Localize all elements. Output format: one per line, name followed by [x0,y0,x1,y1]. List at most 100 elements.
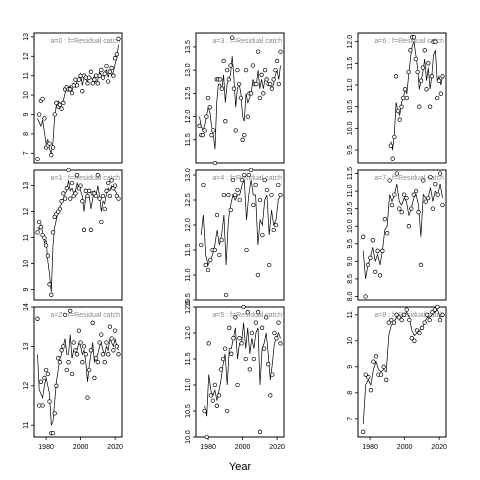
observed-point [209,132,214,138]
y-tick-label: 11 [23,421,30,428]
observed-point [47,282,52,287]
y-tick-label: 13 [23,182,30,190]
y-tick-label: 11.5 [185,133,192,146]
observed-point [37,219,42,225]
observed-point [45,253,50,258]
y-tick-label: 9 [23,112,30,116]
observed-point [69,180,75,186]
observed-point [266,362,271,367]
observed-point [240,137,245,142]
observed-point [216,393,222,398]
observed-point [255,310,261,315]
panel-a8: 7 8 9 10 11 1980 2000 2020 a=8 : f=Residual catc… [347,304,447,451]
observed-point [226,77,231,82]
x-tick-label: 2000 [235,444,251,451]
observed-point [371,359,376,364]
panel-grid: 7 8 9 10 11 12 13 a=0 : f=Residual catch 9 10 11 12… [23,32,447,451]
panel-a0: 7 8 9 10 11 12 13 a=0 : f=Residual catch [23,32,123,164]
panel-label: a=8 : f=Residual catch [374,312,444,319]
observed-point [402,87,408,92]
observed-point [408,48,413,53]
observed-point [62,196,68,201]
observed-point [230,177,236,183]
x-axis-label: Year [229,461,252,473]
observed-point [433,39,438,44]
observed-point [233,192,238,198]
observed-point [440,312,445,317]
observed-point [257,197,263,203]
observed-point [425,195,431,201]
observed-point [382,217,387,222]
observed-point [276,81,281,87]
observed-point [114,52,119,57]
observed-point [418,262,424,268]
observed-point [97,73,102,78]
fitted-line [200,179,281,267]
y-tick-label: 8.5 [347,274,354,284]
observed-point [394,312,399,317]
observed-point [54,100,59,106]
y-tick-label: 10.0 [347,219,354,233]
observed-point [387,178,392,183]
observed-point [268,393,273,398]
observed-point [268,81,273,87]
observed-point [100,352,106,357]
x-tick-label: 2000 [73,444,89,451]
observed-point [205,267,211,273]
observed-point [242,132,247,138]
y-tick-label: 10 [23,260,30,268]
observed-point [251,202,256,208]
y-tick-label: 7 [347,417,354,421]
observed-point [267,262,272,268]
observed-point [35,230,40,235]
observed-point [87,188,92,193]
observed-point [43,367,49,373]
observed-point [424,87,429,92]
observed-point [45,371,50,377]
observed-point [399,210,404,215]
observed-point [87,367,92,373]
observed-point [255,272,261,278]
observed-point [395,108,401,114]
fitted-line [37,180,119,293]
observed-point [100,75,106,80]
observed-point [62,312,68,318]
observed-point [99,332,104,337]
observed-point [202,408,207,414]
observed-point [249,91,254,96]
observed-point [92,375,97,381]
observed-point [394,171,399,176]
fitted-line [390,40,443,151]
observed-point [231,336,236,341]
y-tick-label: 8.0 [347,292,354,302]
observed-point [251,356,257,362]
y-tick-label: 12.5 [185,193,192,207]
observed-point [235,187,240,193]
observed-point [390,156,395,161]
panel-frame [357,32,447,164]
observed-point [57,102,63,107]
observed-point [73,191,78,196]
observed-point [211,128,216,133]
y-tick-label: 12 [23,382,30,390]
y-tick-label: 8 [23,132,30,136]
observed-point [399,317,404,323]
observed-point [433,181,438,187]
y-tick-label: 12 [23,208,30,216]
observed-point [201,182,206,188]
observed-point [401,312,407,317]
y-tick-label: 13.0 [185,63,192,77]
observed-point [202,128,207,133]
observed-point [261,91,266,96]
observed-point [102,71,107,76]
y-tick-label: 9.5 [347,145,354,155]
observed-point [222,346,228,351]
observed-point [226,192,231,198]
observed-point [88,227,94,232]
observed-point [404,95,409,101]
observed-point [78,340,83,345]
observed-point [417,104,422,109]
observed-point [373,354,379,359]
y-tick-label: 11.0 [347,78,354,91]
